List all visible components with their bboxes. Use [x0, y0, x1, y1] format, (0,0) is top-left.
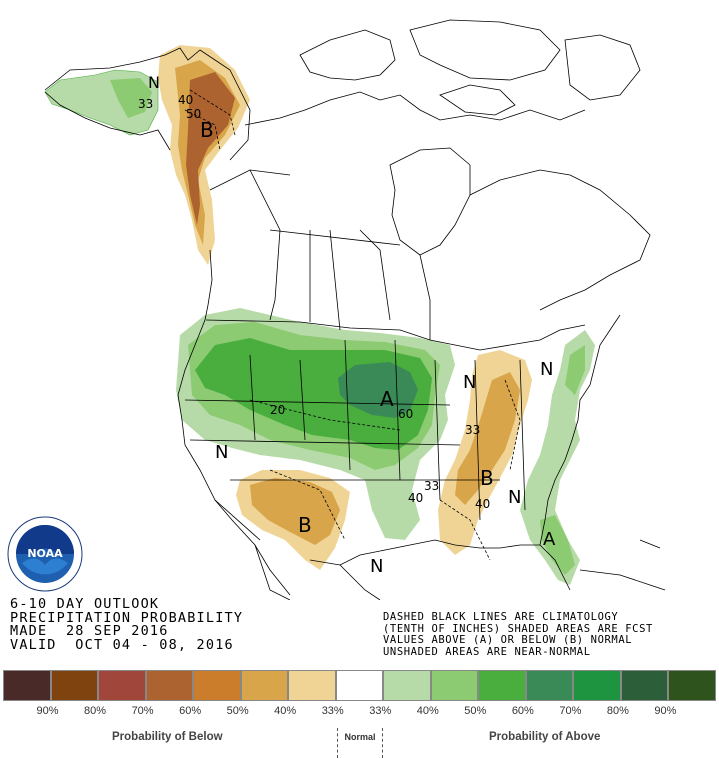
east-above-inner [565, 345, 585, 395]
east-n3-label: N [508, 487, 521, 508]
legend-tick-label: 80% [606, 705, 629, 717]
east-33-label: 33 [465, 423, 480, 437]
legend-swatch [288, 670, 336, 701]
legend-ticks: 90% 80% 70% 60% 50% 40% 33% 33% 40% 50% 60% 70% 80% 9… [3, 705, 716, 717]
legend-normal-label: Normal [337, 728, 383, 758]
florida-a-label: A [543, 529, 556, 550]
west-20-label: 20 [270, 403, 285, 417]
mid-40-label: 40 [408, 491, 423, 505]
alaska-below-inner [186, 72, 235, 225]
alaska-above-inner [110, 78, 152, 118]
legend-swatch [193, 670, 241, 701]
legend-tick-label: 40% [274, 705, 297, 717]
texas-n-label: N [370, 556, 383, 577]
title-line-4: VALID OCT 04 - 08, 2016 [10, 636, 234, 653]
alaska-n-label: N [148, 73, 160, 92]
legend-tick-label: 50% [226, 705, 249, 717]
legend-swatch [335, 670, 384, 701]
map-outlines [44, 19, 666, 600]
legend-tick-label: 60% [511, 705, 534, 717]
legend-swatch [383, 670, 431, 701]
title-line-2: PRECIPITATION PROBABILITY [10, 609, 244, 626]
legend-swatch [240, 670, 289, 701]
legend-tick-label: 33% [369, 705, 392, 717]
legend-swatch [478, 670, 526, 701]
sw-below-inner [250, 478, 340, 545]
legend-tick-label: 90% [36, 705, 59, 717]
east-n2-label: N [540, 359, 553, 380]
plains-a-label: A [380, 387, 394, 411]
precipitation-outlook-map: N 33 40 50 B N 20 A 60 B N 33 40 N N N 3… [44, 19, 666, 600]
legend-tick-label: 33% [321, 705, 344, 717]
legend-tick-label: 60% [179, 705, 202, 717]
alaska-50-label: 50 [186, 107, 201, 121]
legend-swatch [430, 670, 479, 701]
florida-above-inner [540, 515, 575, 575]
west-n-label: N [215, 442, 228, 463]
legend-swatch [620, 670, 669, 701]
note-line-4: UNSHADED AREAS ARE NEAR-NORMAL [383, 645, 591, 658]
sw-b-label: B [298, 513, 312, 537]
east-n1-label: N [463, 372, 476, 393]
notes-block: DASHED BLACK LINES ARE CLIMATOLOGY (TENT… [383, 611, 653, 658]
noaa-logo-text: NOAA [27, 547, 63, 560]
legend-below-label: Probability of Below [112, 731, 223, 743]
legend-swatch [98, 670, 146, 701]
legend-swatch [3, 670, 51, 701]
east-below-inner [455, 372, 520, 505]
title-line-1: 6-10 DAY OUTLOOK [10, 596, 160, 612]
legend-swatch [668, 670, 716, 701]
climatology-dashed-lines [184, 89, 521, 561]
east-40-label: 40 [475, 497, 490, 511]
note-line-3: VALUES ABOVE (A) OR BELOW (B) NORMAL [383, 634, 633, 646]
plains-60-label: 60 [398, 407, 413, 421]
legend-swatch [525, 670, 574, 701]
east-above-outer [520, 330, 595, 585]
noaa-logo: NOAA [7, 516, 83, 592]
note-line-2: (TENTH OF INCHES) SHADED AREAS ARE FCST [383, 622, 653, 635]
title-block: 6-10 DAY OUTLOOK PRECIPITATION PROBABILI… [10, 596, 244, 653]
legend-color-bar [3, 670, 716, 701]
legend-swatch [573, 670, 621, 701]
title-line-3: MADE 28 SEP 2016 [10, 623, 169, 639]
legend-tick-label: 70% [131, 705, 154, 717]
legend-tick-spacer [676, 705, 719, 717]
legend-swatch [50, 670, 99, 701]
legend-tick-label: 90% [654, 705, 677, 717]
note-line-1: DASHED BLACK LINES ARE CLIMATOLOGY [383, 611, 619, 623]
legend-tick-label: 80% [84, 705, 107, 717]
legend-swatch [145, 670, 194, 701]
legend-tick-label: 50% [464, 705, 487, 717]
alaska-b-label: B [200, 118, 214, 142]
legend-above-label: Probability of Above [489, 731, 601, 743]
alaska-40-label: 40 [178, 93, 193, 107]
mid-33-label: 33 [424, 479, 439, 493]
alaska-33-label: 33 [138, 97, 153, 111]
legend-tick-label: 70% [559, 705, 582, 717]
east-b-label: B [480, 466, 494, 490]
legend-tick-label: 40% [416, 705, 439, 717]
